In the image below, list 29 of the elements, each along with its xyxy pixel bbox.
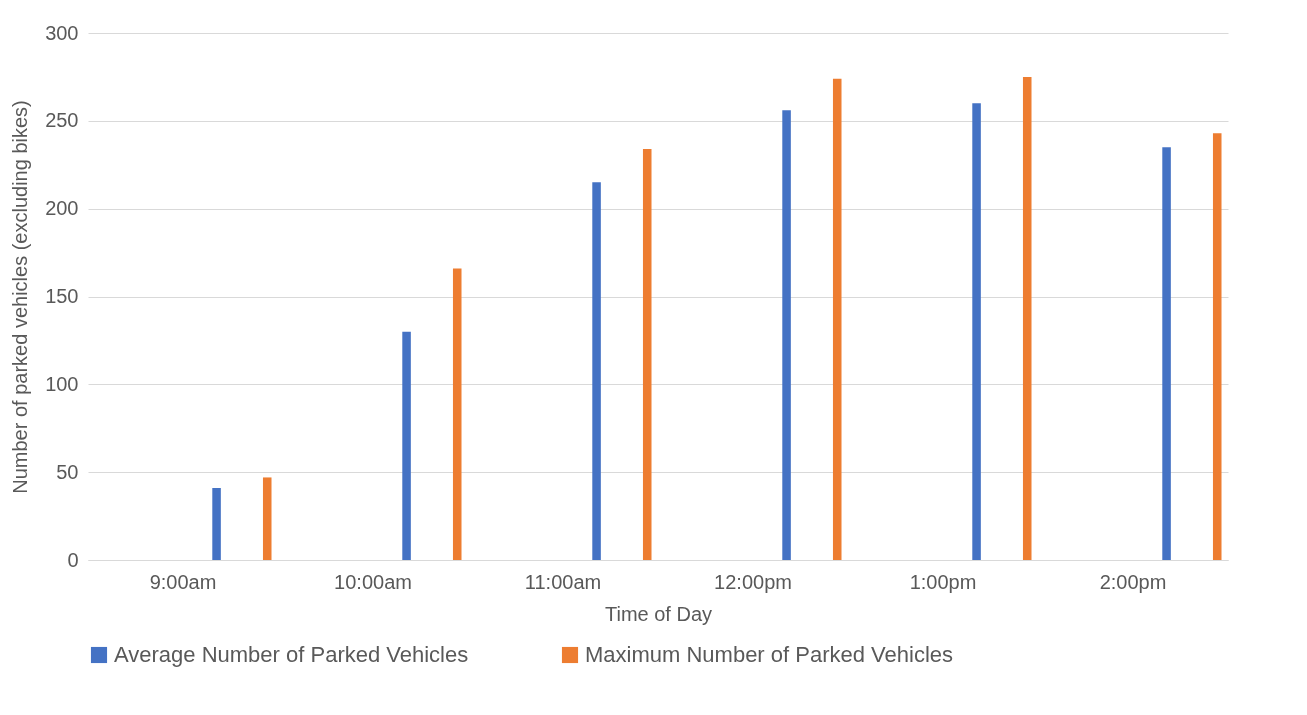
bar — [642, 148, 652, 560]
y-tick-label: 50 — [56, 460, 79, 483]
bar — [262, 477, 272, 560]
bar — [782, 110, 791, 560]
y-tick-label: 250 — [45, 109, 79, 132]
bar — [1162, 147, 1171, 560]
x-tick-label: 11:00am — [524, 570, 602, 593]
bar — [832, 78, 842, 560]
y-tick-label: 150 — [45, 285, 79, 307]
y-tick-label: 0 — [67, 548, 79, 571]
legend-label: Maximum Number of Parked Vehicles — [585, 642, 954, 667]
y-axis-title: Number of parked vehicles (excluding bikes) — [9, 100, 32, 494]
bar — [1212, 133, 1222, 560]
bar — [592, 182, 601, 560]
bar — [1022, 76, 1032, 560]
bar — [402, 331, 411, 560]
y-tick-label: 200 — [45, 197, 79, 220]
x-tick-label: 2:00pm — [1099, 570, 1167, 593]
x-tick-label: 9:00am — [149, 570, 217, 593]
x-tick-label: 10:00am — [334, 570, 412, 593]
x-axis-title: Time of Day — [604, 602, 713, 625]
legend-label: Average Number of Parked Vehicles — [114, 642, 469, 667]
y-tick-label: 100 — [45, 372, 79, 395]
bar — [452, 268, 462, 560]
y-tick-label: 300 — [45, 21, 79, 44]
bar — [212, 487, 221, 560]
bar — [972, 103, 981, 560]
x-tick-label: 12:00pm — [714, 570, 792, 593]
x-tick-label: 1:00pm — [909, 570, 977, 593]
